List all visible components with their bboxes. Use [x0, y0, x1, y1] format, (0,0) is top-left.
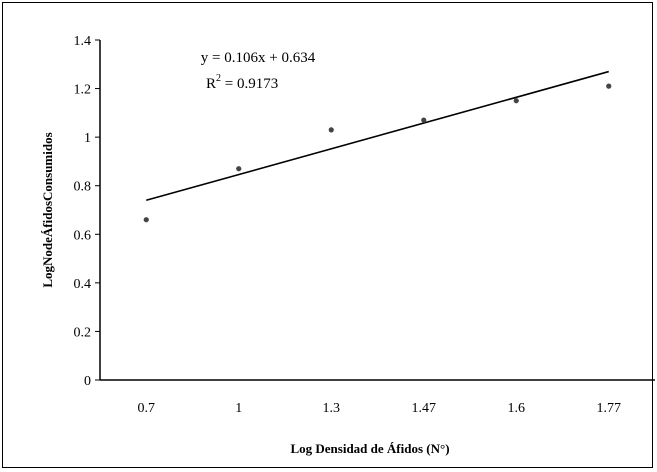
data-point: [236, 166, 242, 172]
data-point: [328, 127, 334, 133]
axes: [99, 40, 655, 381]
y-tick-label: 0.4: [74, 277, 92, 292]
data-points: [143, 83, 612, 223]
y-tick-label: 1.4: [74, 34, 92, 49]
r-squared-exponent: 2: [216, 73, 221, 84]
x-tick-label: 1.77: [597, 401, 622, 416]
x-axis-title: Log Densidad de Áfidos (N°): [290, 441, 449, 456]
y-tick-label: 1.2: [74, 83, 92, 98]
trendline-equation: y = 0.106x + 0.634: [201, 50, 316, 66]
data-point: [606, 83, 612, 89]
trendline: [146, 70, 609, 202]
r-squared-symbol: R: [206, 76, 216, 92]
y-axis-title: LogNodeÁfidosConsumidos: [40, 132, 55, 287]
x-tick-label: 1.6: [508, 401, 526, 416]
data-point: [421, 117, 427, 123]
y-tick-label: 1: [84, 131, 91, 146]
y-tick-label: 0.2: [74, 325, 92, 340]
data-point: [143, 217, 149, 223]
x-axis-ticks: 0.7 1 1.3 1.47 1.6 1.77: [138, 401, 622, 416]
y-tick-label: 0: [84, 374, 91, 389]
r-squared-value: = 0.9173: [221, 76, 278, 92]
x-tick-label: 1: [235, 401, 242, 416]
data-point: [513, 98, 519, 104]
r-squared-label: R2 = 0.9173: [206, 73, 278, 92]
x-tick-label: 1.3: [323, 401, 341, 416]
y-tick-label: 0.8: [74, 180, 92, 195]
y-tick-label: 0.6: [74, 228, 92, 243]
x-tick-label: 1.47: [412, 401, 437, 416]
x-tick-label: 0.7: [138, 401, 156, 416]
chart-frame: [2, 2, 653, 468]
trendline-group: [146, 70, 609, 202]
y-axis-ticks: 0 0.2 0.4 0.6 0.8 1 1.2 1.4: [74, 34, 100, 389]
